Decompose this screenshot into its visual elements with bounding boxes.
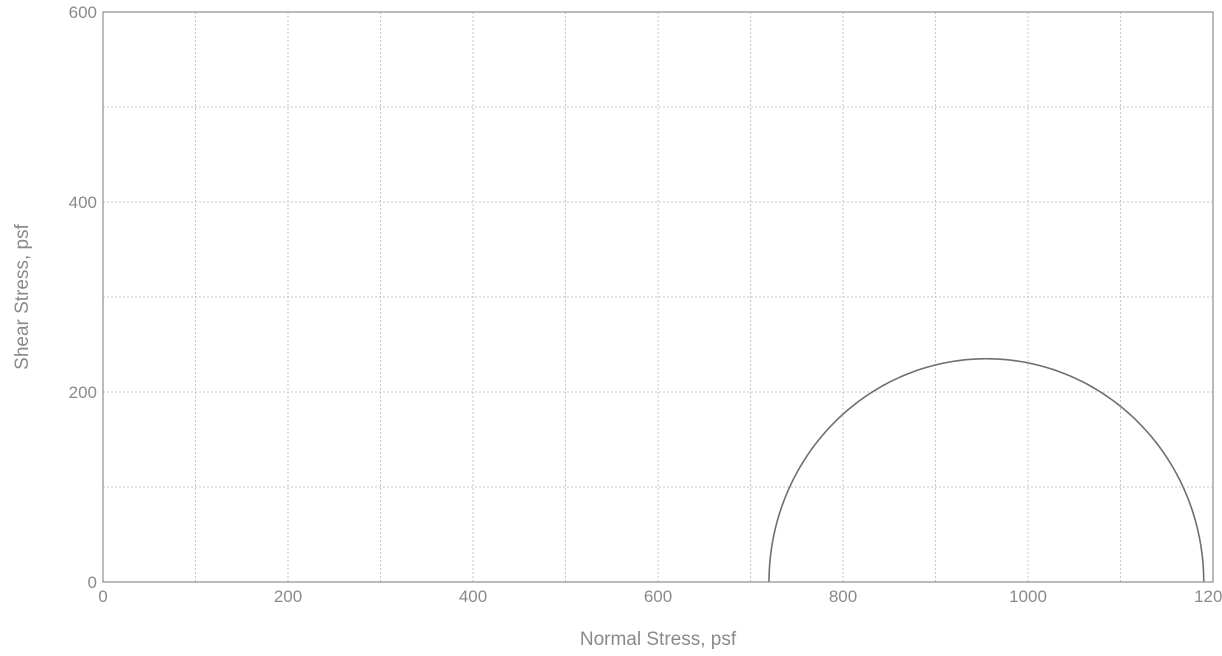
x-tick-label: 0 <box>98 587 107 606</box>
mohr-circle-curve <box>768 357 1205 583</box>
x-axis-title: Normal Stress, psf <box>580 629 737 650</box>
x-tick-label: 800 <box>829 587 857 606</box>
y-tick-label: 200 <box>69 383 97 402</box>
x-tick-label: 200 <box>274 587 302 606</box>
x-tick-label: 400 <box>459 587 487 606</box>
curve-layer <box>768 357 1205 583</box>
plot-area-frame <box>102 11 1214 583</box>
grid <box>103 12 1213 582</box>
y-tick-label: 0 <box>88 573 97 592</box>
y-tick-label: 400 <box>69 193 97 212</box>
x-tick-label: 1000 <box>1009 587 1047 606</box>
y-tick-label: 600 <box>69 3 97 22</box>
x-tick-label: 600 <box>644 587 672 606</box>
y-axis-ticks: 0 200 400 600 <box>69 3 97 592</box>
y-axis-title: Shear Stress, psf <box>12 223 33 369</box>
